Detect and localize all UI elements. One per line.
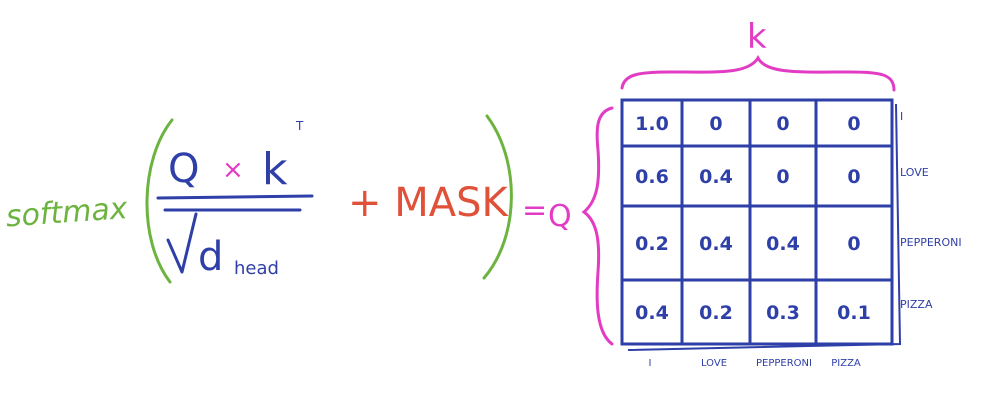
k-symbol: k — [262, 144, 288, 195]
matrix-cell: 0.4 — [699, 166, 733, 188]
matrix-cell: 0 — [776, 166, 789, 188]
k-superscript: T — [295, 119, 304, 133]
matrix-values: 1.0 0 0 0 0.6 0.4 0 0 0.2 0.4 0.4 0 0.4 0.2 0.3 0.1 — [635, 113, 871, 324]
left-paren — [145, 118, 174, 284]
column-labels: I LOVE PEPPERONI PIZZA — [649, 358, 861, 369]
sqrt-d: d — [198, 234, 223, 280]
softmax-label: softmax — [5, 191, 129, 234]
matrix-cell: 0 — [847, 166, 860, 188]
column-label: LOVE — [701, 358, 727, 369]
column-label: PEPPERONI — [756, 358, 812, 369]
d-subscript: head — [234, 258, 279, 279]
row-labels: I LOVE PEPPERONI PIZZA — [900, 110, 962, 311]
k-column-label: k — [747, 17, 767, 57]
equals-sign: = — [522, 193, 547, 228]
q-brace — [581, 106, 614, 346]
times-symbol: × — [222, 155, 244, 185]
column-label: PIZZA — [831, 358, 861, 369]
attention-matrix — [620, 98, 902, 351]
matrix-cell: 0 — [847, 233, 860, 255]
right-paren — [482, 114, 513, 280]
matrix-cell: 0 — [709, 113, 722, 135]
q-symbol: Q — [168, 146, 199, 192]
matrix-cell: 0.4 — [635, 302, 669, 324]
fraction-bar — [156, 194, 314, 200]
matrix-cell: 0.6 — [635, 166, 669, 188]
matrix-cell: 0.2 — [635, 233, 669, 255]
matrix-cell: 0.4 — [766, 233, 800, 255]
row-label: PEPPERONI — [900, 236, 962, 249]
matrix-cell: 0.1 — [837, 302, 871, 324]
k-brace — [620, 54, 896, 92]
column-label: I — [649, 358, 652, 369]
matrix-shadow — [627, 103, 902, 351]
matrix-frame — [620, 98, 894, 346]
row-label: LOVE — [900, 166, 929, 179]
row-label: I — [900, 110, 903, 123]
row-label: PIZZA — [900, 298, 933, 311]
matrix-cell: 0.3 — [766, 302, 800, 324]
sqrt-sign — [166, 212, 198, 274]
matrix-cell: 0 — [847, 113, 860, 135]
matrix-cell: 0.4 — [699, 233, 733, 255]
plus-mask: + MASK — [348, 180, 509, 226]
matrix-cell: 0.2 — [699, 302, 733, 324]
matrix-cell: 1.0 — [635, 113, 669, 135]
matrix-cell: 0 — [776, 113, 789, 135]
q-row-label: Q — [548, 199, 572, 234]
